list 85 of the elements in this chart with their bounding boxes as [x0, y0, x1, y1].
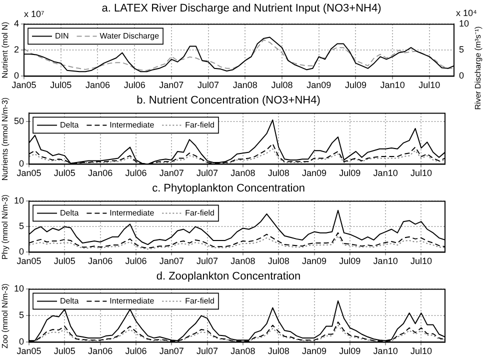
- x-tick-label: Jul07: [198, 80, 220, 90]
- y-axis-title: Zoo (mmol N/m-3): [0, 283, 10, 348]
- y2-tick-label: 10: [458, 18, 470, 29]
- y-tick-label: 50: [14, 116, 24, 126]
- x-tick-label: Jan06: [88, 346, 113, 356]
- legend-label: Intermediate: [110, 208, 155, 218]
- x-tick-label: Jul05: [54, 256, 76, 266]
- x-tick-label: Jul09: [339, 168, 361, 178]
- x-tick-label: Jul08: [268, 256, 290, 266]
- y-axis-title: Nutrients (mmol N/m-3): [0, 97, 10, 180]
- x-tick-label: Jul05: [54, 168, 76, 178]
- x-tick-label: Jul06: [124, 80, 146, 90]
- x-tick-label: Jan05: [16, 346, 42, 356]
- y-tick-label: 10: [14, 196, 24, 206]
- text: x 10⁴: [456, 8, 477, 18]
- x-tick-label: Jan09: [306, 80, 332, 90]
- x-tick-label: Jan05: [16, 256, 42, 266]
- x-tick-label: Jan05: [12, 80, 36, 90]
- chart-title: a. LATEX River Discharge and Nutrient Input (NO3+NH4): [102, 2, 382, 15]
- y-tick-label: 4: [14, 18, 20, 29]
- x-tick-label: Jan07: [159, 346, 184, 356]
- x-tick-label: Jan10: [380, 80, 405, 90]
- x-tick-label: Jul10: [410, 346, 432, 356]
- legend-label: Delta: [60, 208, 80, 218]
- x-tick-label: Jan06: [85, 80, 110, 90]
- x-tick-label: Jan07: [159, 80, 184, 90]
- x-tick-label: Jan09: [302, 256, 327, 266]
- x-tick-label: Jan06: [88, 168, 113, 178]
- y2-tick-label: 0: [458, 70, 464, 81]
- x-tick-label: Jul09: [339, 256, 361, 266]
- x-tick-label: Jan10: [373, 168, 398, 178]
- y-axis-title: Phy (mmol N/m-3): [0, 194, 10, 260]
- legend-label: Intermediate: [110, 120, 155, 130]
- x-tick-label: Jan05: [16, 168, 42, 178]
- x-tick-label: Jul10: [410, 256, 432, 266]
- y-tick-label: 5: [18, 310, 24, 320]
- legend-label: Delta: [60, 120, 80, 130]
- x-tick-label: Jul07: [196, 346, 218, 356]
- legend-label: Intermediate: [110, 296, 155, 306]
- chart-title: b. Nutrient Concentration (NO3+NH4): [136, 94, 320, 107]
- legend-label: Far-field: [185, 120, 214, 130]
- legend-label: Delta: [60, 296, 80, 306]
- x-tick-label: Jan08: [230, 168, 256, 178]
- x-tick-label: Jan10: [373, 256, 398, 266]
- legend-label: Far-field: [185, 296, 214, 306]
- y-tick-label: 0: [18, 336, 24, 347]
- x-tick-label: Jan08: [230, 346, 256, 356]
- x-tick-label: Jul06: [125, 346, 147, 356]
- y-tick-label: 0: [14, 70, 20, 81]
- x-tick-label: Jul07: [196, 168, 218, 178]
- x-tick-label: Jul10: [410, 168, 432, 178]
- y-tick-label: 0: [18, 158, 24, 169]
- x-tick-label: Jul05: [54, 346, 76, 356]
- chart-title: d. Zooplankton Concentration: [156, 270, 301, 283]
- x-tick-label: Jan09: [302, 168, 327, 178]
- y-axis-title: Nutrient (mol N): [0, 22, 10, 78]
- x-tick-label: Jul06: [125, 256, 147, 266]
- x-tick-label: Jul05: [50, 80, 72, 90]
- x-tick-label: Jan08: [230, 256, 256, 266]
- legend-label: DIN: [55, 31, 70, 40]
- x-tick-label: Jul07: [196, 256, 218, 266]
- x-tick-label: Jul08: [268, 168, 290, 178]
- y-tick-label: 5: [18, 221, 24, 232]
- y2-tick-label: 5: [458, 44, 464, 55]
- x-tick-label: Jul09: [339, 346, 361, 356]
- x-tick-label: Jan06: [88, 256, 113, 266]
- x-tick-label: Jul06: [125, 168, 147, 178]
- x-tick-label: Jul08: [268, 346, 290, 356]
- y2-axis-title: River Discharge (m³s⁻¹): [474, 26, 482, 110]
- chart-title: c. Phytoplankton Concentration: [152, 182, 305, 195]
- x-tick-label: Jul09: [344, 80, 366, 90]
- line-series: [29, 235, 445, 250]
- y-tick-label: 10: [14, 284, 24, 294]
- y-tick-label: 0: [18, 246, 24, 257]
- legend-label: Far-field: [185, 208, 214, 218]
- text: x 10⁷: [24, 9, 44, 20]
- legend-label: Water Discharge: [100, 31, 160, 40]
- x-tick-label: Jul10: [418, 80, 440, 90]
- x-tick-label: Jan08: [232, 80, 258, 90]
- x-tick-label: Jan09: [302, 346, 327, 356]
- x-tick-label: Jan10: [373, 346, 398, 356]
- x-tick-label: Jan07: [159, 168, 184, 178]
- x-tick-label: Jul08: [271, 80, 293, 90]
- y-tick-label: 2: [14, 44, 20, 55]
- x-tick-label: Jan07: [159, 256, 184, 266]
